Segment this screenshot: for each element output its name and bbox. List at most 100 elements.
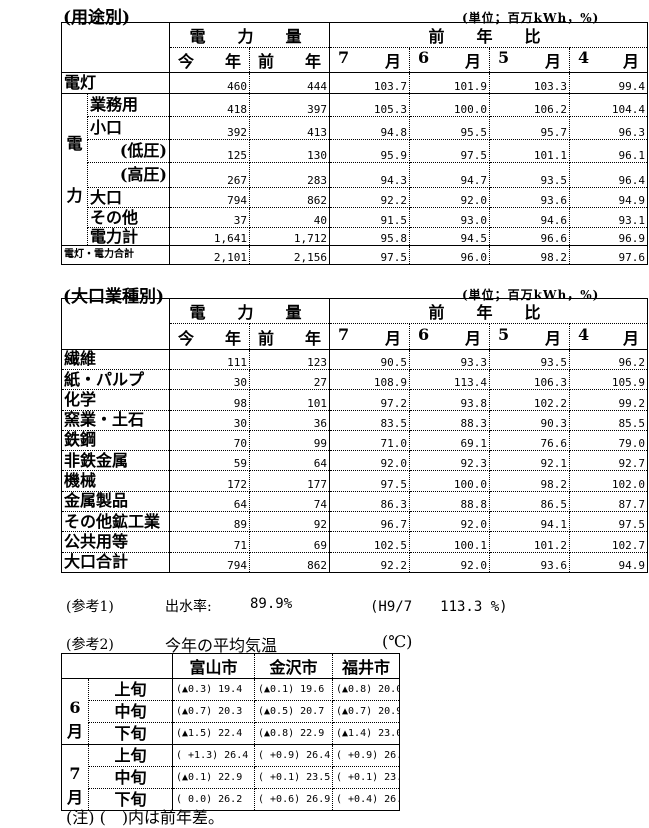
value-cell: 94.3 bbox=[329, 162, 411, 188]
row-label: 機械 bbox=[61, 470, 170, 492]
value-cell: 92.1 bbox=[489, 450, 571, 472]
header-volume: 電 力 量 bbox=[168, 22, 331, 48]
table-row: 中旬(▲0.1) 22.9( +0.1) 23.5( +0.1) 23.9 bbox=[62, 766, 400, 789]
value-cell: 94.1 bbox=[489, 510, 571, 533]
value-cell: 105.3 bbox=[329, 93, 411, 117]
value-cell: 93.5 bbox=[489, 162, 571, 188]
header-last-year: 前年 bbox=[248, 323, 331, 350]
ref2-unit: (℃) bbox=[382, 632, 413, 651]
value-cell: 102.7 bbox=[569, 531, 649, 553]
value-cell: 36 bbox=[248, 409, 331, 431]
value-cell: 97.5 bbox=[569, 510, 649, 533]
row-label: 業務用 bbox=[87, 93, 170, 117]
value-cell: 30 bbox=[169, 368, 250, 391]
row-label: その他 bbox=[87, 207, 170, 228]
value-cell: 95.8 bbox=[329, 227, 411, 246]
value-cell: 94.6 bbox=[489, 207, 571, 228]
row-label: 金属製品 bbox=[61, 490, 170, 512]
table-row: 電力計 1,641 1,712 95.8 94.5 96.6 96.9 bbox=[61, 227, 649, 246]
value-cell: 103.3 bbox=[489, 72, 571, 94]
row-label: 電力計 bbox=[87, 227, 170, 246]
value-cell: 108.9 bbox=[329, 368, 411, 391]
value-cell: 1,712 bbox=[248, 227, 331, 246]
row-label: 小口 bbox=[87, 116, 170, 140]
table-row: 機械 172 177 97.5 100.0 98.2 102.0 bbox=[61, 470, 649, 492]
temperature-cell: (▲0.8) 20.0 bbox=[332, 678, 400, 701]
by-industry-table: 電 力 量 前 年 比 今年 前年 7 月 6 月 5 月 4 月繊維 111 123 90.5 93.… bbox=[61, 297, 649, 574]
temperature-cell: ( +0.1) 23.9 bbox=[332, 766, 400, 789]
value-cell: 99.4 bbox=[569, 72, 649, 94]
value-cell: 97.5 bbox=[409, 139, 491, 163]
value-cell: 93.3 bbox=[409, 348, 491, 371]
value-cell: 94.9 bbox=[569, 187, 649, 208]
value-cell: 283 bbox=[248, 162, 331, 188]
temperature-cell: (▲0.8) 22.9 bbox=[254, 722, 333, 745]
value-cell: 92.0 bbox=[409, 510, 491, 533]
value-cell: 92.0 bbox=[329, 450, 411, 472]
value-cell: 100.0 bbox=[409, 93, 491, 117]
ref1-compare: (H9/7 113.3 %) bbox=[370, 599, 508, 615]
value-cell: 2,101 bbox=[169, 245, 250, 265]
temperature-cell: (▲0.3) 19.4 bbox=[172, 678, 255, 701]
value-cell: 83.5 bbox=[329, 409, 411, 431]
value-cell: 444 bbox=[248, 72, 331, 94]
temperature-cell: ( +0.4) 26.9 bbox=[332, 788, 400, 811]
value-cell: 98.2 bbox=[489, 470, 571, 492]
temperature-cell: ( +0.9) 26.8 bbox=[332, 744, 400, 767]
value-cell: 99.2 bbox=[569, 389, 649, 411]
temperature-cell: (▲0.7) 20.9 bbox=[332, 700, 400, 723]
value-cell: 102.2 bbox=[489, 389, 571, 411]
header-ratio: 前 年 比 bbox=[329, 22, 649, 48]
temperature-cell: (▲0.5) 20.7 bbox=[254, 700, 333, 723]
temperature-cell: (▲0.1) 22.9 bbox=[172, 766, 255, 789]
table-row: 電力業務用 418 397 105.3 100.0 106.2 104.4 bbox=[61, 93, 649, 246]
value-cell: 94.5 bbox=[409, 227, 491, 246]
value-cell: 70 bbox=[169, 429, 250, 452]
value-cell: 177 bbox=[248, 470, 331, 492]
value-cell: 97.2 bbox=[329, 389, 411, 411]
value-cell: 92.3 bbox=[409, 450, 491, 472]
header-this-year: 今年 bbox=[169, 47, 250, 73]
value-cell: 97.6 bbox=[569, 245, 649, 265]
value-cell: 2,156 bbox=[248, 245, 331, 265]
value-cell: 64 bbox=[169, 490, 250, 512]
header-blank bbox=[61, 22, 170, 73]
value-cell: 93.0 bbox=[409, 207, 491, 228]
table-row: 化学 98 101 97.2 93.8 102.2 99.2 bbox=[61, 389, 649, 411]
row-label: (高圧) bbox=[87, 162, 170, 188]
value-cell: 30 bbox=[169, 409, 250, 431]
ref2-label: (参考2) bbox=[66, 637, 114, 653]
header-this-year: 今年 bbox=[169, 323, 250, 350]
period-label: 上旬 bbox=[88, 744, 173, 767]
value-cell: 101.1 bbox=[489, 139, 571, 163]
value-cell: 94.7 bbox=[409, 162, 491, 188]
value-cell: 94.8 bbox=[329, 116, 411, 140]
value-cell: 85.5 bbox=[569, 409, 649, 431]
value-cell: 87.7 bbox=[569, 490, 649, 512]
table-row: 金属製品 64 74 86.3 88.8 86.5 87.7 bbox=[61, 490, 649, 512]
table-row: 公共用等 71 69 102.5 100.1 101.2 102.7 bbox=[61, 531, 649, 553]
by-use-table: 電 力 量 前 年 比 今年 前年 7 月 6 月 5 月 4 月電灯 460 444 103.7 10… bbox=[61, 22, 649, 265]
table-row: 下旬( 0.0) 26.2( +0.6) 26.9( +0.4) 26.9 bbox=[62, 788, 400, 811]
header-blank bbox=[61, 298, 170, 350]
value-cell: 111 bbox=[169, 348, 250, 371]
table-row: 鉄鋼 70 99 71.0 69.1 76.6 79.0 bbox=[61, 429, 649, 452]
value-cell: 59 bbox=[169, 450, 250, 472]
value-cell: 413 bbox=[248, 116, 331, 140]
row-label: 電灯 bbox=[61, 72, 170, 94]
header-volume: 電 力 量 bbox=[168, 297, 331, 325]
value-cell: 397 bbox=[248, 93, 331, 117]
temperature-cell: ( +1.3) 26.4 bbox=[172, 744, 255, 767]
value-cell: 101.9 bbox=[409, 72, 491, 94]
ref1-value: 89.9% bbox=[250, 596, 293, 612]
unit-label: (単位；百万kWh，%) bbox=[462, 11, 600, 25]
value-cell: 105.9 bbox=[569, 368, 649, 391]
header-last-year: 前年 bbox=[248, 47, 331, 73]
row-label: 化学 bbox=[61, 389, 170, 411]
value-cell: 96.6 bbox=[489, 227, 571, 246]
table-row: (低圧) 125 130 95.9 97.5 101.1 96.1 bbox=[62, 139, 649, 163]
